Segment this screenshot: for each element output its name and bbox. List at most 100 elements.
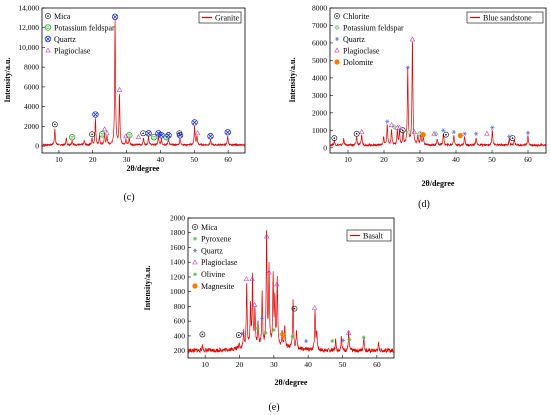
x-tick-label: 10 <box>55 155 63 164</box>
y-tick-label: 6000 <box>24 82 39 91</box>
x-tick-label: 60 <box>224 155 232 164</box>
phase-marker <box>353 130 360 137</box>
phase-legend-item: Mica <box>45 12 71 21</box>
phase-marker <box>255 326 260 331</box>
y-tick-label: 1800 <box>170 228 185 237</box>
x-tick-label: 40 <box>157 155 165 164</box>
y-tick-label: 12,000 <box>18 23 39 32</box>
x-tick-group: 10 20 30 40 50 60 <box>201 355 381 369</box>
phase-marker <box>140 130 147 137</box>
phase-marker <box>416 131 422 137</box>
phase-marker <box>420 132 426 138</box>
x-tick-label: 60 <box>524 155 532 164</box>
phase-marker <box>89 131 95 138</box>
spectrum-group <box>42 19 245 147</box>
phase-legend-item: Plagioclase <box>45 46 91 55</box>
phase-legend-label: Chlorite <box>343 12 370 21</box>
phase-marker <box>340 338 346 343</box>
phase-legend-label: Plagioclase <box>54 46 91 55</box>
phase-marker <box>409 36 416 42</box>
phase-legend-item: Dolomite <box>334 58 374 67</box>
legend-frame <box>198 11 242 24</box>
plot-frame <box>329 7 547 154</box>
y-tick-label: 8000 <box>312 4 327 13</box>
phase-legend-symbol <box>334 24 340 31</box>
phase-legend-label: Quartz <box>343 35 365 44</box>
phase-marker <box>235 332 242 339</box>
phase-marker-group <box>51 13 231 141</box>
phase-legend-item: Plagioclase <box>192 258 238 267</box>
phase-marker <box>411 129 417 134</box>
phase-marker-group <box>199 233 366 344</box>
legend-frame <box>466 11 544 24</box>
phase-marker <box>405 65 410 70</box>
phase-legend-label: Magnesite <box>201 282 235 291</box>
phase-marker <box>150 134 158 141</box>
y-tick-label: 600 <box>174 317 186 326</box>
phase-legend: Mica Pyroxene Quartz Plagioclase Olivine Magn… <box>192 223 238 291</box>
phase-marker <box>451 129 457 135</box>
phase-marker <box>290 334 295 339</box>
y-axis-title: Intensity/a.u. <box>3 58 12 103</box>
phase-marker <box>388 122 395 127</box>
x-tick-label: 60 <box>373 360 381 369</box>
phase-legend-symbol <box>192 248 198 253</box>
phase-legend: Chlorite Potassium feldspar Quartz Plagiocl… <box>334 12 404 67</box>
spectrum-line <box>188 230 394 354</box>
legend-box: Granite <box>198 11 242 24</box>
y-tick-label: 800 <box>174 302 186 311</box>
plot-frame <box>187 217 395 359</box>
phase-marker <box>396 124 403 130</box>
phase-marker <box>358 129 365 134</box>
phase-legend-symbol <box>193 272 197 277</box>
y-tick-group: 200 400 600 800 1000 1200 1400 1600 1800 2000 <box>170 214 191 355</box>
phase-marker <box>199 331 206 338</box>
x-tick-group: 10 20 30 40 50 60 <box>55 150 232 164</box>
y-tick-label: 1400 <box>170 258 185 267</box>
spectrum-line <box>330 41 546 148</box>
y-tick-label: 1000 <box>312 126 327 135</box>
x-tick-label: 20 <box>380 155 388 164</box>
phase-marker <box>507 134 512 139</box>
phase-marker <box>51 121 58 128</box>
phase-marker <box>457 132 463 139</box>
x-tick-label: 40 <box>452 155 460 164</box>
plot-frame <box>41 7 246 154</box>
phase-legend-item: Chlorite <box>334 12 370 21</box>
phase-legend-label: Potassium feldspar <box>54 23 115 32</box>
phase-marker <box>347 337 352 342</box>
y-tick-label: 8000 <box>24 63 39 72</box>
phase-marker <box>462 131 467 136</box>
phase-marker <box>92 111 99 118</box>
phase-marker <box>191 119 198 126</box>
phase-marker <box>345 329 352 335</box>
x-tick-label: 30 <box>416 155 424 164</box>
phase-marker <box>443 131 449 138</box>
phase-marker <box>194 130 201 136</box>
phase-marker <box>145 130 152 137</box>
x-axis-title: 2θ/degree <box>422 179 455 188</box>
phase-legend-symbol <box>45 47 51 53</box>
phase-marker <box>441 128 446 133</box>
y-tick-label: 14,000 <box>18 4 39 13</box>
spectrum-group <box>330 41 546 148</box>
phase-legend-item: Pyroxene <box>193 235 232 244</box>
y-tick-label: 10,000 <box>18 43 39 52</box>
phase-marker <box>280 332 287 338</box>
phase-marker <box>224 129 231 136</box>
phase-legend-symbol <box>334 47 340 53</box>
phase-marker <box>385 119 390 124</box>
phase-marker <box>68 134 76 141</box>
panel-caption: (d) <box>418 199 430 210</box>
phase-marker <box>433 131 439 137</box>
phase-legend-label: Mica <box>54 12 71 21</box>
phase-marker <box>251 301 258 307</box>
phase-legend-symbol <box>45 13 51 19</box>
phase-legend: Mica Potassium feldspar Quartz Plagioclase <box>44 12 115 55</box>
phase-legend-symbol <box>334 13 340 19</box>
x-axis-title: 2θ/degree <box>127 164 160 173</box>
phase-legend-label: Plagioclase <box>201 258 238 267</box>
phase-marker <box>249 276 255 282</box>
phase-legend-symbol <box>44 35 52 43</box>
phase-legend-item: Plagioclase <box>334 46 380 55</box>
